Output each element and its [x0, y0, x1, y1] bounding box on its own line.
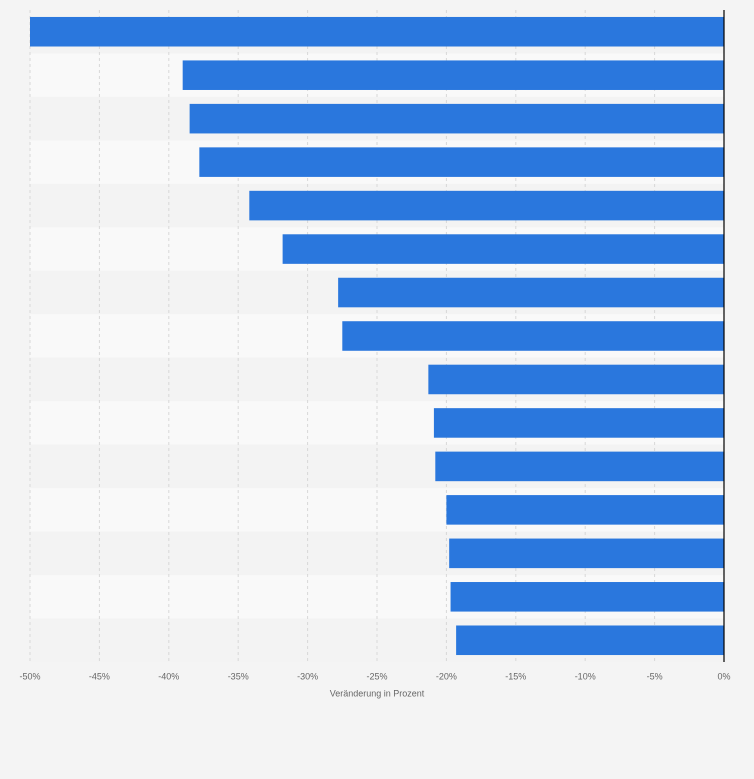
x-axis-label: Veränderung in Prozent: [330, 688, 425, 698]
bar: [189, 103, 724, 134]
bar: [249, 190, 724, 221]
x-tick-label: -15%: [505, 671, 526, 681]
bar: [433, 408, 724, 438]
bar: [282, 234, 724, 264]
x-tick-label: -45%: [89, 671, 110, 681]
bar: [30, 16, 724, 47]
x-tick-label: -40%: [158, 671, 179, 681]
bar: [456, 625, 724, 656]
x-tick-label: -20%: [436, 671, 457, 681]
x-tick-label: -5%: [647, 671, 663, 681]
x-tick-label: 0%: [717, 671, 730, 681]
bar: [182, 60, 724, 90]
bar: [446, 495, 724, 525]
x-tick-label: -50%: [19, 671, 40, 681]
x-tick-label: -10%: [575, 671, 596, 681]
x-tick-label: -30%: [297, 671, 318, 681]
bar: [450, 582, 724, 612]
x-tick-label: -25%: [366, 671, 387, 681]
bar: [428, 364, 724, 395]
bar: [449, 538, 724, 569]
bar: [342, 321, 724, 351]
x-tick-label: -35%: [228, 671, 249, 681]
bar: [199, 147, 724, 177]
bar: [338, 277, 724, 308]
bar: [435, 451, 724, 482]
